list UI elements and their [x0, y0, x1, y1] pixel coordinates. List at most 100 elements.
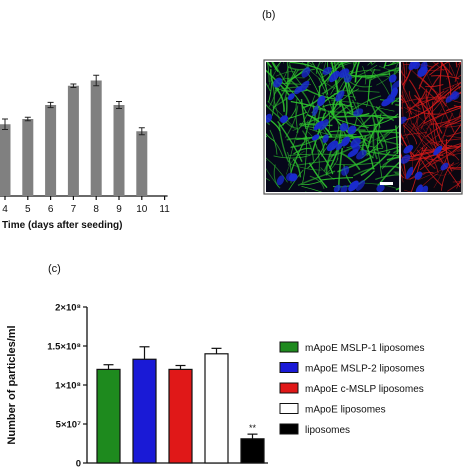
cell-nucleus — [403, 144, 414, 154]
cell-nucleus — [451, 91, 460, 100]
panel-c-legend: mApoE MSLP-1 liposomes mApoE MSLP-2 lipos… — [279, 341, 425, 436]
panel-a-bar — [90, 80, 102, 196]
panel-a-x-tick-label: 10 — [136, 204, 148, 215]
panel-a-bar — [136, 131, 148, 196]
cell-nucleus — [335, 90, 345, 102]
cell-nucleus — [289, 173, 298, 182]
legend-swatch — [279, 341, 299, 353]
cell-nucleus — [338, 68, 350, 78]
cell-nucleus — [273, 77, 283, 88]
cell-nucleus — [440, 162, 449, 171]
panel-c-y-axis-label: Number of particles/ml — [6, 325, 18, 444]
cell-nucleus — [433, 145, 443, 156]
panel-a-bar — [113, 105, 125, 196]
cell-nucleus — [391, 80, 399, 90]
scale-bar — [380, 182, 393, 185]
panel-c-error-bar — [211, 347, 222, 354]
cell-nucleus — [347, 149, 359, 158]
cell-nucleus — [276, 175, 285, 186]
cell-nucleus — [311, 134, 320, 141]
panel-c-error-bar — [247, 433, 258, 439]
cell-nucleus — [414, 171, 423, 180]
cell-nucleus — [353, 108, 364, 117]
cell-nucleus — [401, 116, 407, 125]
cell-nucleus — [340, 185, 348, 192]
panel-c-error-bar — [175, 364, 186, 370]
cell-nucleus — [317, 95, 326, 107]
legend-label: liposomes — [305, 425, 350, 436]
cell-nucleus — [301, 67, 311, 78]
cell-nucleus — [388, 74, 397, 83]
cell-nucleus — [341, 136, 351, 147]
panel-a-error-bar — [93, 74, 100, 87]
cell-nucleus — [333, 184, 341, 192]
cell-nucleus — [339, 123, 349, 132]
panel-c-bar — [96, 368, 121, 464]
legend-label: mApoE MSLP-2 liposomes — [305, 364, 425, 375]
panel-c-bar — [168, 368, 193, 464]
panel-a-x-tick-label: 9 — [116, 204, 122, 215]
cell-nucleus — [287, 93, 295, 101]
panel-c-bar — [132, 358, 157, 464]
panel-c-label: (c) — [48, 263, 61, 275]
panel-b-microscopy: (b) — [262, 9, 463, 195]
panel-a-error-bar — [47, 101, 54, 109]
panel-c-y-tick-label: 1.5×10⁸ — [47, 342, 81, 353]
cell-nucleus — [266, 113, 273, 123]
cell-nucleus — [322, 134, 329, 144]
panel-a-x-tick-label: 7 — [71, 204, 77, 215]
panel-c-y-tick-label: 0 — [76, 459, 81, 470]
cell-nucleus — [299, 80, 310, 92]
panel-a-bar — [45, 105, 57, 196]
cell-nucleus — [417, 66, 428, 77]
panel-a-error-bar — [70, 83, 77, 88]
panel-c-y-tick-label: 1×10⁸ — [55, 381, 81, 392]
panel-b-frame — [263, 59, 463, 195]
panel-a-x-axis-label: Time (days after seeding) — [2, 220, 122, 231]
panel-a-x-tick-label: 8 — [93, 204, 99, 215]
cell-nucleus — [347, 125, 357, 135]
micrograph-red-stain — [401, 62, 461, 192]
cell-nucleus — [412, 62, 421, 70]
panel-a-error-bar — [116, 101, 122, 109]
cell-nucleus — [415, 184, 423, 192]
cell-nucleus — [348, 180, 359, 192]
panel-c-bar — [240, 438, 265, 464]
panel-a-x-tick-label: 11 — [159, 204, 170, 215]
cell-nucleus — [355, 180, 366, 191]
cell-nucleus — [322, 66, 332, 75]
legend-label: mApoE c-MSLP liposomes — [305, 384, 424, 395]
cell-nucleus — [319, 119, 329, 130]
panel-a-bar — [67, 85, 79, 196]
cell-nucleus — [312, 105, 319, 117]
panel-c-error-bar — [103, 364, 114, 370]
cell-nucleus — [341, 165, 350, 176]
cell-nucleus — [381, 98, 392, 107]
cell-nucleus — [419, 185, 429, 192]
cell-nucleus — [326, 140, 339, 152]
cell-nucleus — [335, 143, 343, 151]
legend-label: mApoE liposomes — [305, 405, 386, 416]
panel-a-x-tick-label: 4 — [2, 204, 8, 215]
panel-b-label: (b) — [262, 9, 275, 21]
cell-nucleus — [376, 184, 385, 192]
significance-annotation: ** — [249, 423, 257, 433]
cell-nucleus — [350, 137, 361, 148]
cell-nucleus — [401, 154, 411, 164]
cell-nucleus — [279, 115, 289, 123]
legend-swatch — [279, 362, 299, 373]
panel-c-y-tick-label: 2×10⁸ — [55, 303, 81, 314]
legend-swatch — [279, 423, 299, 435]
panel-c-bar — [204, 353, 229, 464]
panel-a-bar — [0, 124, 11, 196]
panel-c-error-bar — [139, 346, 150, 360]
panel-a-error-bar — [138, 127, 145, 136]
panel-a-time-course-chart: 4 5 6 7 8 9 10 11 Time (days after seeding) — [0, 74, 170, 231]
panel-a-x-tick-label: 6 — [48, 204, 54, 215]
panel-c-particle-count-chart: (c) Number of particles/ml 0 5×10⁷ 1×10⁸ 1.… — [6, 263, 425, 470]
cell-nucleus — [356, 149, 367, 160]
panel-c-y-tick-label: 5×10⁷ — [56, 420, 81, 431]
cell-nucleus — [329, 70, 340, 83]
micrograph-green-stain — [266, 62, 399, 192]
